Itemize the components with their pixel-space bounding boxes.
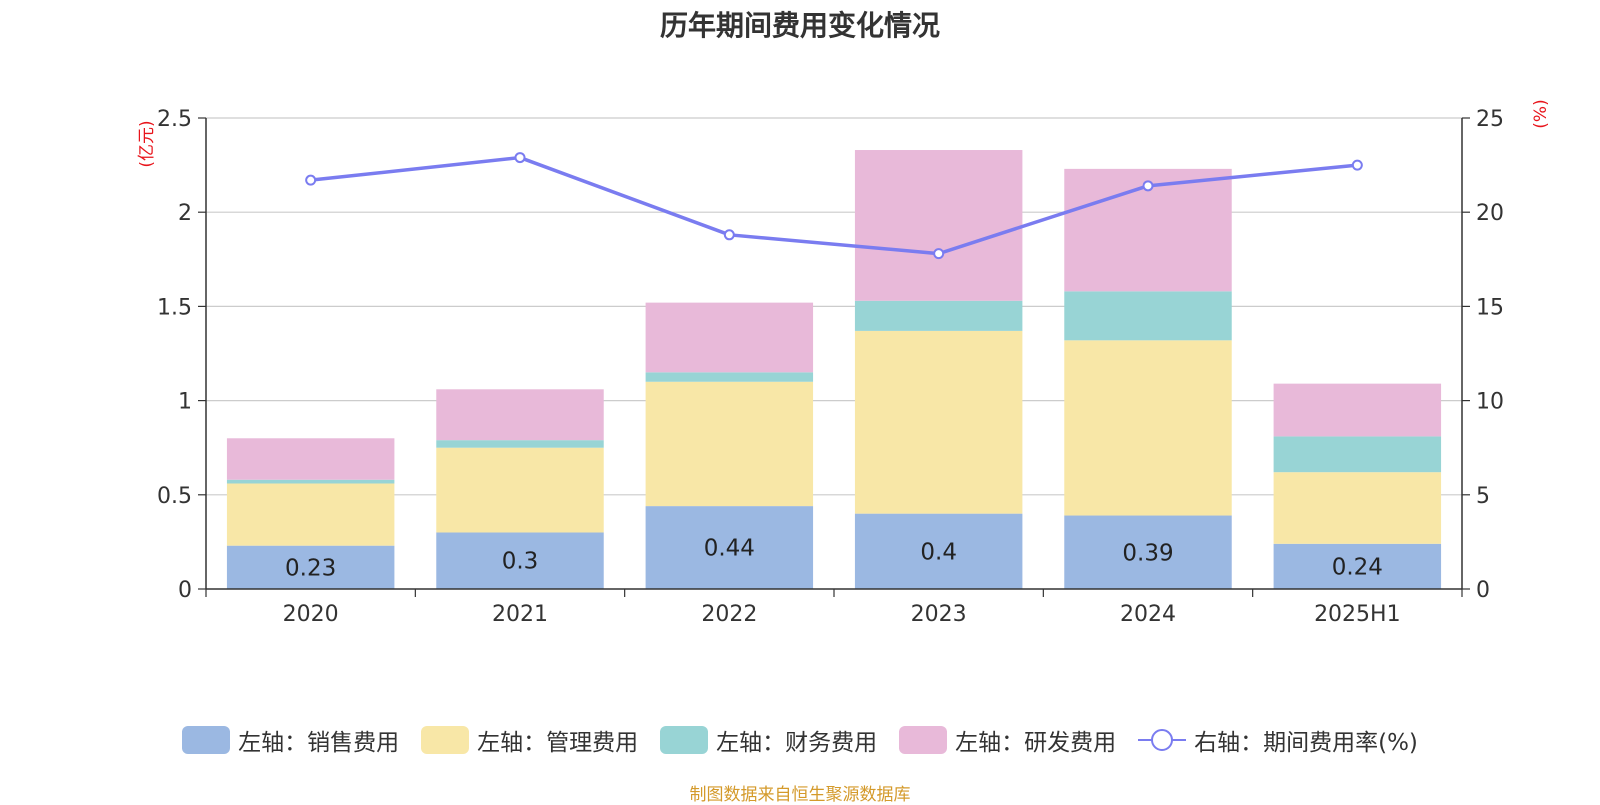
legend-swatch xyxy=(421,726,470,754)
bar-segment xyxy=(645,372,814,382)
right-tick-label: 25 xyxy=(1476,107,1504,132)
bar-segment xyxy=(1273,383,1442,437)
legend-line-icon xyxy=(1138,729,1187,751)
left-axis-unit: (亿元) xyxy=(137,120,157,167)
rate-line xyxy=(310,155,1358,256)
bar-segment xyxy=(854,513,1023,589)
legend: 左轴：销售费用 左轴：管理费用 左轴：财务费用 左轴：研发费用 右轴：期间费用率(%) xyxy=(0,720,1600,760)
bar-segment xyxy=(854,330,1023,514)
bars-layer xyxy=(226,150,1442,589)
right-tick-label: 15 xyxy=(1476,295,1504,320)
grid-layer xyxy=(206,117,1462,496)
bar-segment xyxy=(226,483,395,546)
bar-data-label: 0.23 xyxy=(285,555,336,581)
legend-swatch xyxy=(182,726,231,754)
x-tick-label: 2025H1 xyxy=(1314,602,1401,627)
bar-segment xyxy=(645,506,814,589)
bar-segment xyxy=(645,381,814,507)
left-tick-label: 1.5 xyxy=(157,295,192,320)
bar-segment xyxy=(1064,515,1232,589)
source-note: 制图数据来自恒生聚源数据库 xyxy=(689,785,911,805)
legend-item[interactable]: 右轴：期间费用率(%) xyxy=(1138,723,1418,757)
chart-title: 历年期间费用变化情况 xyxy=(659,9,940,42)
bar-segment xyxy=(436,532,604,589)
right-tick-label: 10 xyxy=(1476,390,1504,415)
right-axis-unit: (%) xyxy=(1531,99,1551,128)
rate-point xyxy=(305,174,317,186)
bar-segment xyxy=(436,447,604,533)
legend-item[interactable]: 左轴：管理费用 xyxy=(421,723,638,757)
bar-segment xyxy=(1273,543,1442,589)
x-tick-label: 2021 xyxy=(492,602,548,627)
legend-item[interactable]: 左轴：研发费用 xyxy=(899,723,1116,757)
legend-label: 左轴：销售费用 xyxy=(238,730,400,756)
legend-label: 左轴：研发费用 xyxy=(955,730,1117,756)
legend-label: 左轴：财务费用 xyxy=(716,730,878,756)
bar-data-label: 0.4 xyxy=(920,539,957,565)
left-tick-label: 2 xyxy=(178,201,192,226)
legend-label: 右轴：期间费用率(%) xyxy=(1194,730,1418,756)
bar-segment xyxy=(436,440,604,448)
legend-item[interactable]: 左轴：财务费用 xyxy=(660,723,877,757)
bar-segment xyxy=(854,300,1023,331)
bar-data-label: 0.24 xyxy=(1332,554,1383,580)
bar-segment xyxy=(226,545,395,589)
left-tick-label: 1 xyxy=(178,390,192,415)
rate-point xyxy=(1142,180,1154,192)
legend-item[interactable]: 左轴：销售费用 xyxy=(182,723,399,757)
rate-point xyxy=(933,248,945,260)
x-tick-label: 2020 xyxy=(283,602,339,627)
labels-layer: 0.23 0.3 0.44 0.4 0.39 0.24 xyxy=(285,536,1383,582)
rate-point xyxy=(1351,159,1363,171)
bar-segment xyxy=(645,302,814,373)
bar-segment xyxy=(1064,340,1232,516)
left-tick-label: 0 xyxy=(178,578,192,603)
left-tick-label: 2.5 xyxy=(157,107,192,132)
rate-point xyxy=(723,229,735,241)
bar-segment xyxy=(1273,436,1442,473)
legend-label: 左轴：管理费用 xyxy=(477,730,639,756)
bar-segment xyxy=(1273,472,1442,544)
axes-layer: 0 0.5 1 1.5 2 2.5 0 5 10 15 20 25 2020 2021 2022 2023 20… xyxy=(137,99,1551,627)
bar-segment xyxy=(226,438,395,480)
bar-data-label: 0.39 xyxy=(1122,540,1173,566)
right-tick-label: 0 xyxy=(1476,578,1490,603)
legend-line-marker xyxy=(1151,729,1174,751)
x-tick-label: 2022 xyxy=(701,602,757,627)
bar-data-label: 0.44 xyxy=(704,536,755,562)
bar-segment xyxy=(436,389,604,441)
legend-swatch xyxy=(899,726,948,754)
bar-data-label: 0.3 xyxy=(502,549,539,575)
rate-point xyxy=(514,152,526,164)
right-tick-label: 5 xyxy=(1476,484,1490,509)
bar-segment xyxy=(854,150,1023,301)
bar-segment xyxy=(1064,291,1232,341)
right-tick-label: 20 xyxy=(1476,201,1504,226)
line-layer xyxy=(305,152,1363,260)
bar-segment xyxy=(226,479,395,484)
x-tick-label: 2024 xyxy=(1120,602,1176,627)
legend-swatch xyxy=(660,726,709,754)
x-tick-label: 2023 xyxy=(911,602,967,627)
left-tick-label: 0.5 xyxy=(157,484,192,509)
